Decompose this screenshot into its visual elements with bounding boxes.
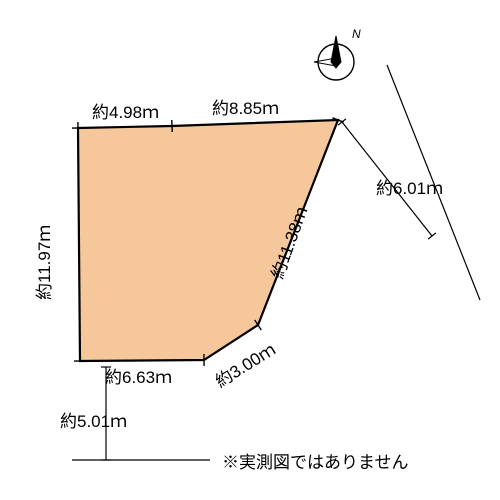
dimension-label: 約6.01ｍ — [376, 179, 443, 198]
parcel-edge-label: 約8.85ｍ — [212, 99, 279, 118]
disclaimer-text: ※実測図ではありません — [222, 453, 409, 472]
dimension-label: 約5.01ｍ — [60, 412, 127, 431]
parcel-edge-label: 約6.63ｍ — [105, 368, 172, 387]
compass-north-label: N — [352, 27, 361, 41]
land-plot-diagram: 約4.98ｍ約8.85ｍ約11.38ｍ約3.00ｍ約6.63ｍ約11.97ｍ約6… — [0, 0, 500, 500]
parcel-edge-label: 約4.98ｍ — [92, 103, 159, 122]
parcel-edge-label: 約11.97ｍ — [35, 225, 54, 300]
